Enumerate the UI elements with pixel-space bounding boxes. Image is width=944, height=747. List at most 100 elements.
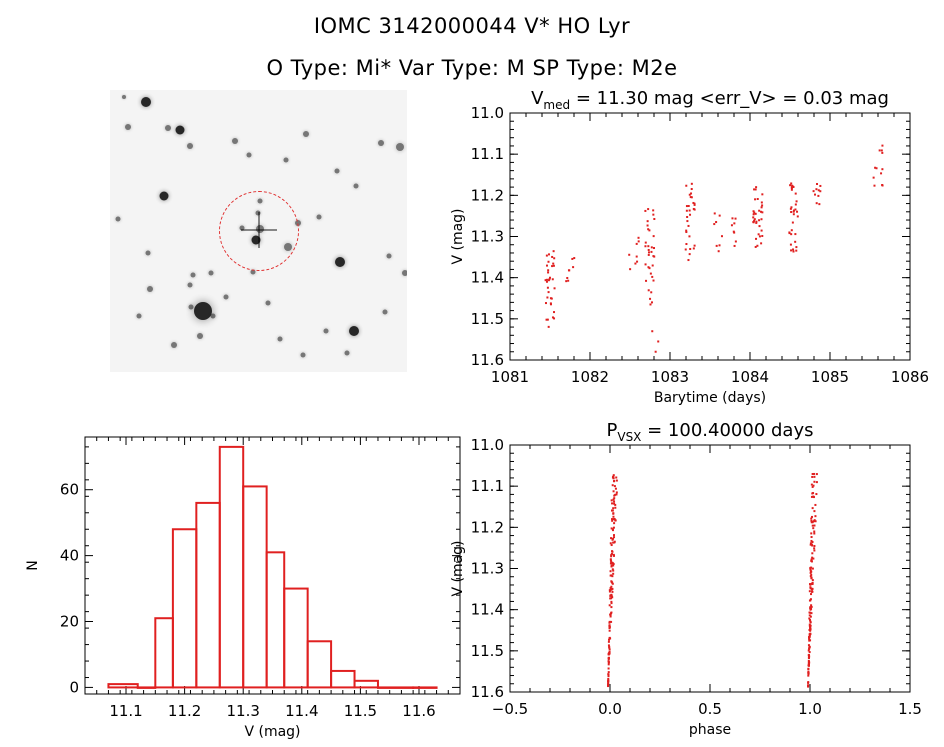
star — [136, 313, 142, 319]
star — [175, 125, 185, 135]
lightcurve-point — [796, 210, 799, 213]
x-tick-label: 1081 — [491, 368, 529, 386]
phase-point — [613, 500, 616, 503]
x-tick-label: 0.0 — [598, 700, 622, 718]
phase-point — [811, 524, 814, 527]
star — [115, 216, 121, 222]
lightcurve-point — [653, 255, 656, 258]
lightcurve-point — [720, 235, 723, 238]
star — [122, 95, 126, 99]
lightcurve-point — [644, 245, 647, 248]
lightcurve-point — [652, 235, 655, 238]
phase-point — [607, 673, 610, 676]
phase-point — [810, 570, 813, 573]
x-tick-label: 11.3 — [227, 702, 260, 720]
lightcurve-point — [881, 144, 884, 147]
phase-point — [809, 607, 812, 610]
histogram-bar — [283, 587, 309, 689]
phase-point — [613, 497, 616, 500]
phase-point — [809, 627, 812, 630]
star — [210, 313, 216, 319]
lightcurve-point — [644, 263, 647, 266]
phase-point — [613, 522, 616, 525]
lightcurve-point — [647, 228, 650, 231]
histogram-bar — [353, 679, 379, 689]
lightcurve-point — [636, 260, 639, 263]
lightcurve-point — [795, 249, 798, 252]
phase-point — [811, 587, 814, 590]
phase-point — [808, 645, 811, 648]
phase-point — [810, 483, 813, 486]
lightcurve-point — [568, 269, 571, 272]
phase-point — [810, 536, 813, 539]
phase-point — [808, 617, 811, 620]
phase-point — [608, 589, 611, 592]
lightcurve-point — [794, 203, 797, 206]
lightcurve-point — [757, 233, 760, 236]
phase-point — [810, 605, 813, 608]
lightcurve-point — [547, 260, 550, 263]
lightcurve-point — [755, 186, 758, 189]
phase-point — [607, 656, 610, 659]
phase-point — [811, 579, 814, 582]
phase-point — [610, 620, 613, 623]
phase-point — [607, 638, 610, 641]
star — [190, 272, 196, 278]
phase-point — [614, 487, 617, 490]
x-tick-label: 1085 — [811, 368, 849, 386]
phase-point — [609, 570, 612, 573]
x-tick-label: 0.5 — [698, 700, 722, 718]
lightcurve-point — [881, 184, 884, 187]
phase-point — [811, 556, 814, 559]
y-tick-label: 11.4 — [471, 269, 504, 287]
histogram-bar — [107, 683, 139, 689]
lightcurve-point — [648, 267, 651, 270]
phase-point — [610, 553, 613, 556]
phase-point — [812, 496, 815, 499]
lightcurve-point — [546, 296, 549, 299]
lightcurve-point — [881, 151, 884, 154]
lightcurve-point — [652, 279, 655, 282]
lightcurve-point — [789, 184, 792, 187]
lightcurve-point — [649, 272, 652, 275]
lightcurve-point — [818, 203, 821, 206]
phase-point — [610, 602, 613, 605]
star — [344, 350, 350, 356]
lightcurve-point — [880, 172, 883, 175]
lightcurve-point — [792, 248, 795, 251]
phase-point — [810, 576, 813, 579]
lightcurve-point — [819, 184, 822, 187]
phase-point — [812, 527, 815, 530]
y-tick-label: 20 — [60, 613, 79, 631]
phase-point — [810, 539, 813, 542]
lightcurve-point — [553, 257, 556, 260]
phase-point — [607, 671, 610, 674]
lightcurve-point — [815, 202, 818, 205]
phase-point — [813, 524, 816, 527]
lightcurve-point — [692, 207, 695, 210]
star — [303, 131, 309, 137]
phase-point — [807, 664, 810, 667]
phase-point — [808, 590, 811, 593]
phase-point — [607, 653, 610, 656]
phase-point — [807, 656, 810, 659]
phase-point — [612, 474, 615, 477]
phase-point — [612, 534, 615, 537]
phase-point — [808, 655, 811, 658]
phase-frame — [509, 444, 911, 693]
lightcurve-point — [760, 210, 763, 213]
lightcurve-point — [651, 275, 654, 278]
histogram-bar — [412, 686, 438, 689]
lightcurve-point — [551, 278, 554, 281]
lightcurve-point — [752, 216, 755, 219]
star — [402, 270, 407, 276]
lightcurve-point — [795, 200, 798, 203]
x-axis-label: phase — [689, 722, 731, 738]
phase-point — [609, 613, 612, 616]
lightcurve-point — [692, 247, 695, 250]
phase-point — [813, 532, 816, 535]
lightcurve-point — [754, 188, 757, 191]
lightcurve-point — [819, 190, 822, 193]
histogram-bar — [330, 669, 356, 689]
lightcurve-point — [715, 221, 718, 224]
